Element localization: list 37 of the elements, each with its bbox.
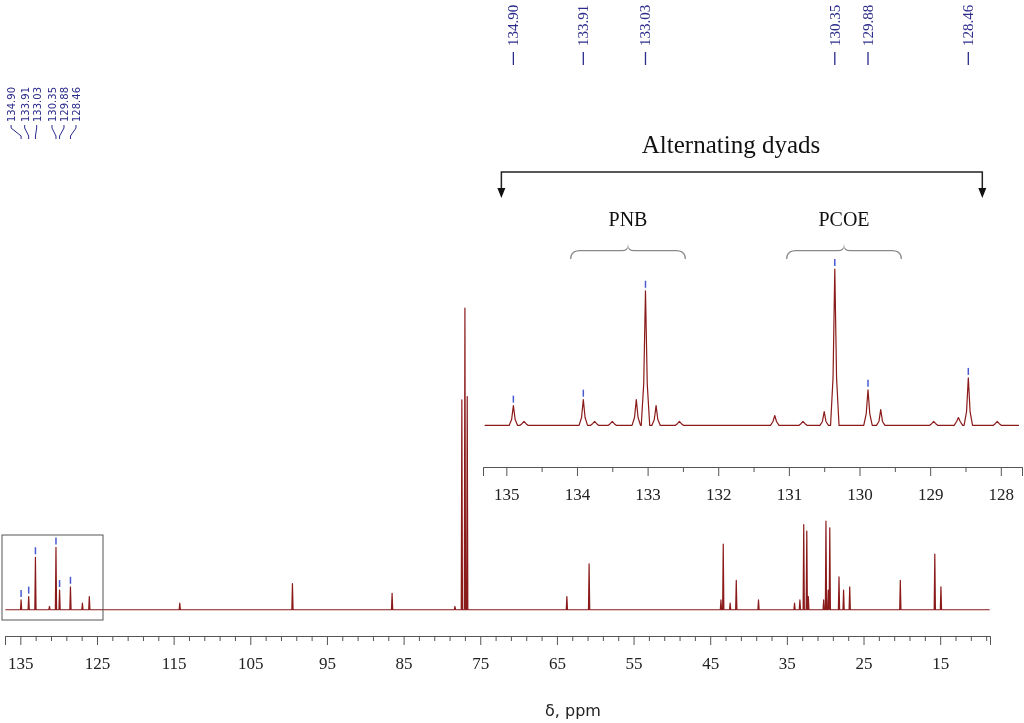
x-tick-label: 35 [778,654,796,674]
annotation: 129.88 [58,87,70,122]
x-tick-label: 65 [548,654,566,674]
x-tick-label: 128 [988,485,1015,505]
annotation: 129.88 [860,4,876,46]
x-tick-label: 15 [932,654,950,674]
annotation: 130.35 [46,87,58,122]
x-tick-label: 105 [238,654,264,674]
x-tick-label: 45 [702,654,720,674]
annotation: 128.46 [70,87,82,122]
x-tick-label: 25 [855,654,873,674]
x-axis-title: δ, ppm [545,701,601,720]
x-tick-label: 85 [395,654,413,674]
x-tick-label: 132 [705,485,732,505]
annotation: 133.91 [575,4,592,46]
x-tick-label: 134 [564,485,591,505]
text: Alternating dyads [641,131,821,158]
annotation: 133.91 [19,87,31,122]
x-tick-label: 125 [84,654,111,674]
x-tick-label: 115 [161,654,187,674]
annotation: 130.35 [826,4,843,46]
x-tick-label: 135 [8,654,34,674]
x-tick-label: 129 [917,485,944,505]
x-tick-label: 135 [494,485,520,505]
text: PCOE [818,208,870,230]
annotation: 133.03 [637,4,654,46]
x-tick-label: 130 [847,485,873,505]
x-tick-label: 55 [625,654,643,674]
annotation: 134.90 [6,87,18,122]
x-tick-label: 133 [635,485,661,505]
annotation: 134.90 [505,4,522,46]
x-tick-label: 131 [776,485,803,505]
annotation: 133.03 [31,87,43,122]
annotation: 128.46 [960,4,977,46]
x-tick-label: 75 [472,654,490,674]
text: PNB [608,208,648,230]
x-tick-label: 95 [318,654,336,674]
